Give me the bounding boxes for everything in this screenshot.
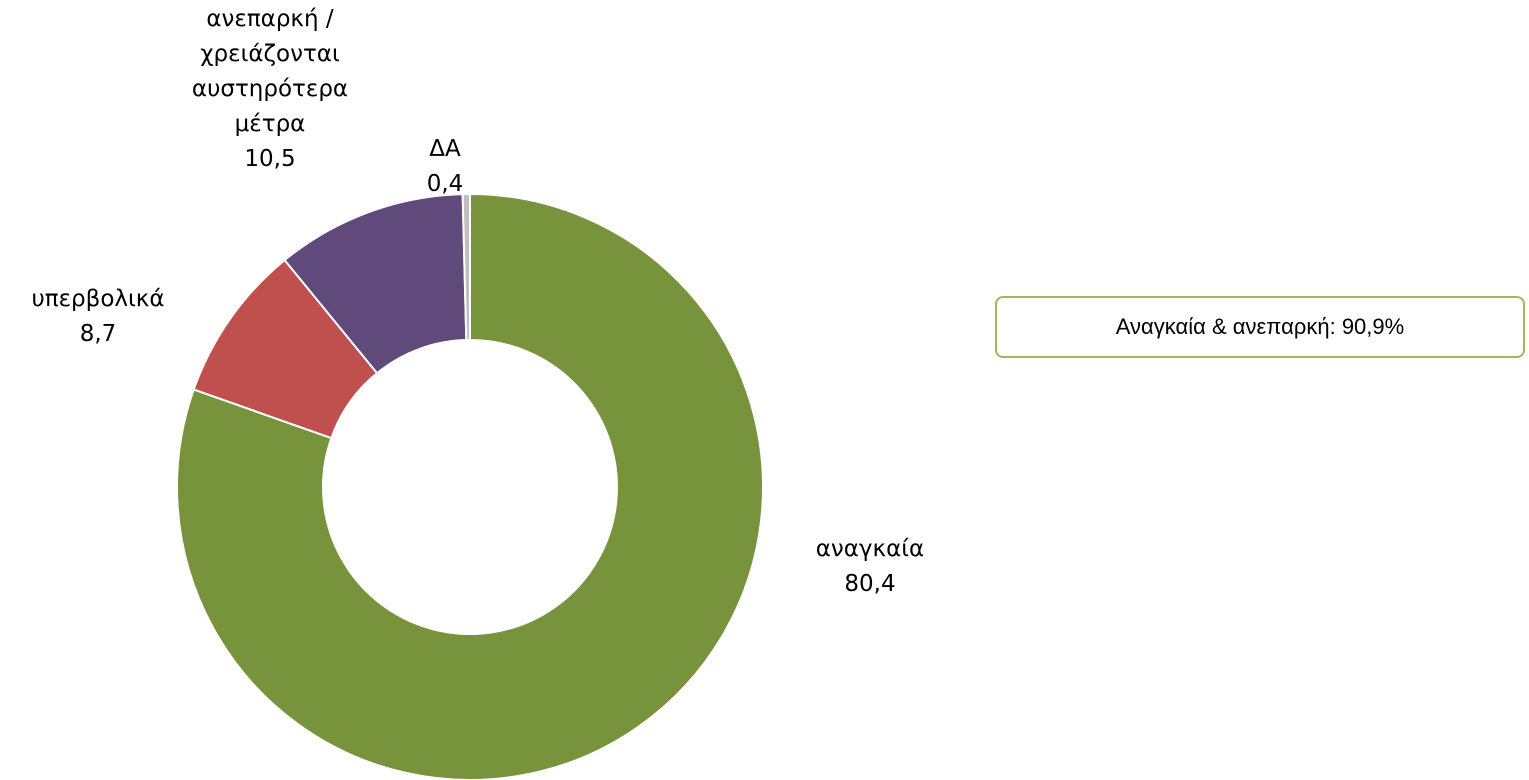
data-label: αναγκαία 80,4: [770, 532, 970, 602]
category-label: υπερβολικά: [31, 286, 165, 312]
data-label: υπερβολικά 8,7: [0, 282, 198, 352]
value-label: 8,7: [79, 321, 117, 347]
value-label: 10,5: [244, 146, 296, 172]
donut-segment: [176, 192, 764, 780]
data-label: ΔΑ 0,4: [395, 132, 495, 202]
annotation: Αναγκαία & ανεπαρκή: 90,9%: [995, 296, 1525, 358]
category-label: αναγκαία: [815, 536, 925, 562]
value-label: 80,4: [844, 571, 896, 597]
value-label: 0,4: [426, 171, 464, 197]
donut-segment: [461, 192, 471, 342]
category-label: ΔΑ: [429, 136, 461, 162]
category-label: ανεπαρκή / χρειάζονται αυστηρότερα μέτρα: [191, 6, 349, 137]
data-label: ανεπαρκή / χρειάζονται αυστηρότερα μέτρα…: [160, 2, 380, 177]
